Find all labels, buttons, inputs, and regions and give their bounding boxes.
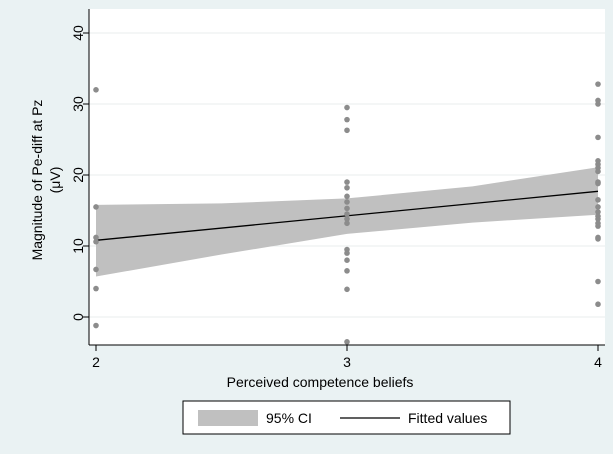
- data-point: [344, 339, 350, 345]
- data-point: [93, 238, 99, 245]
- data-point: [595, 204, 601, 210]
- data-point: [344, 104, 350, 111]
- data-point: [595, 81, 601, 87]
- data-point: [344, 216, 350, 222]
- x-tick-label: 3: [343, 354, 351, 370]
- data-point: [344, 179, 350, 185]
- data-point: [344, 127, 350, 134]
- data-point: [93, 87, 99, 93]
- data-point: [595, 197, 601, 203]
- data-point: [344, 205, 350, 212]
- legend: 95% CI Fitted values: [182, 400, 511, 435]
- legend-fit-label: Fitted values: [408, 410, 487, 426]
- x-tick-label: 4: [594, 354, 602, 370]
- data-point: [595, 216, 601, 222]
- data-point: [344, 193, 350, 200]
- data-point: [344, 250, 350, 256]
- data-point: [93, 234, 99, 241]
- data-point: [93, 204, 99, 210]
- data-point: [93, 322, 99, 329]
- y-tick-label: 0: [70, 313, 86, 321]
- data-points: [93, 81, 601, 345]
- data-point: [344, 116, 350, 123]
- data-point: [344, 286, 350, 293]
- y-tick-label: 30: [70, 96, 86, 112]
- data-point: [595, 134, 601, 141]
- legend-ci-swatch: [198, 410, 258, 426]
- tick-marks: 0 10 20 30 40 2 3 4: [70, 25, 602, 370]
- x-tick-label: 2: [92, 354, 100, 370]
- data-point: [595, 209, 601, 215]
- legend-ci-label: 95% CI: [266, 410, 312, 426]
- y-axis-unit: (μV): [47, 167, 63, 194]
- data-point: [595, 180, 601, 187]
- data-point: [344, 199, 350, 205]
- y-tick-label: 10: [70, 238, 86, 254]
- data-point: [595, 223, 601, 229]
- data-point: [344, 257, 350, 264]
- data-point: [344, 184, 350, 191]
- data-point: [344, 211, 350, 217]
- data-point: [344, 220, 350, 227]
- y-tick-label: 20: [70, 167, 86, 183]
- x-axis-title: Perceived competence beliefs: [227, 374, 414, 390]
- data-point: [595, 301, 601, 308]
- data-point: [595, 278, 601, 285]
- data-point: [93, 285, 99, 292]
- data-point: [595, 168, 601, 175]
- data-point: [93, 266, 99, 273]
- y-axis-title: Magnitude of Pe-diff at Pz: [29, 100, 45, 261]
- data-point: [595, 236, 601, 242]
- plot-area: [89, 9, 605, 345]
- y-tick-label: 40: [70, 25, 86, 41]
- data-point: [344, 268, 350, 274]
- data-point: [595, 101, 601, 107]
